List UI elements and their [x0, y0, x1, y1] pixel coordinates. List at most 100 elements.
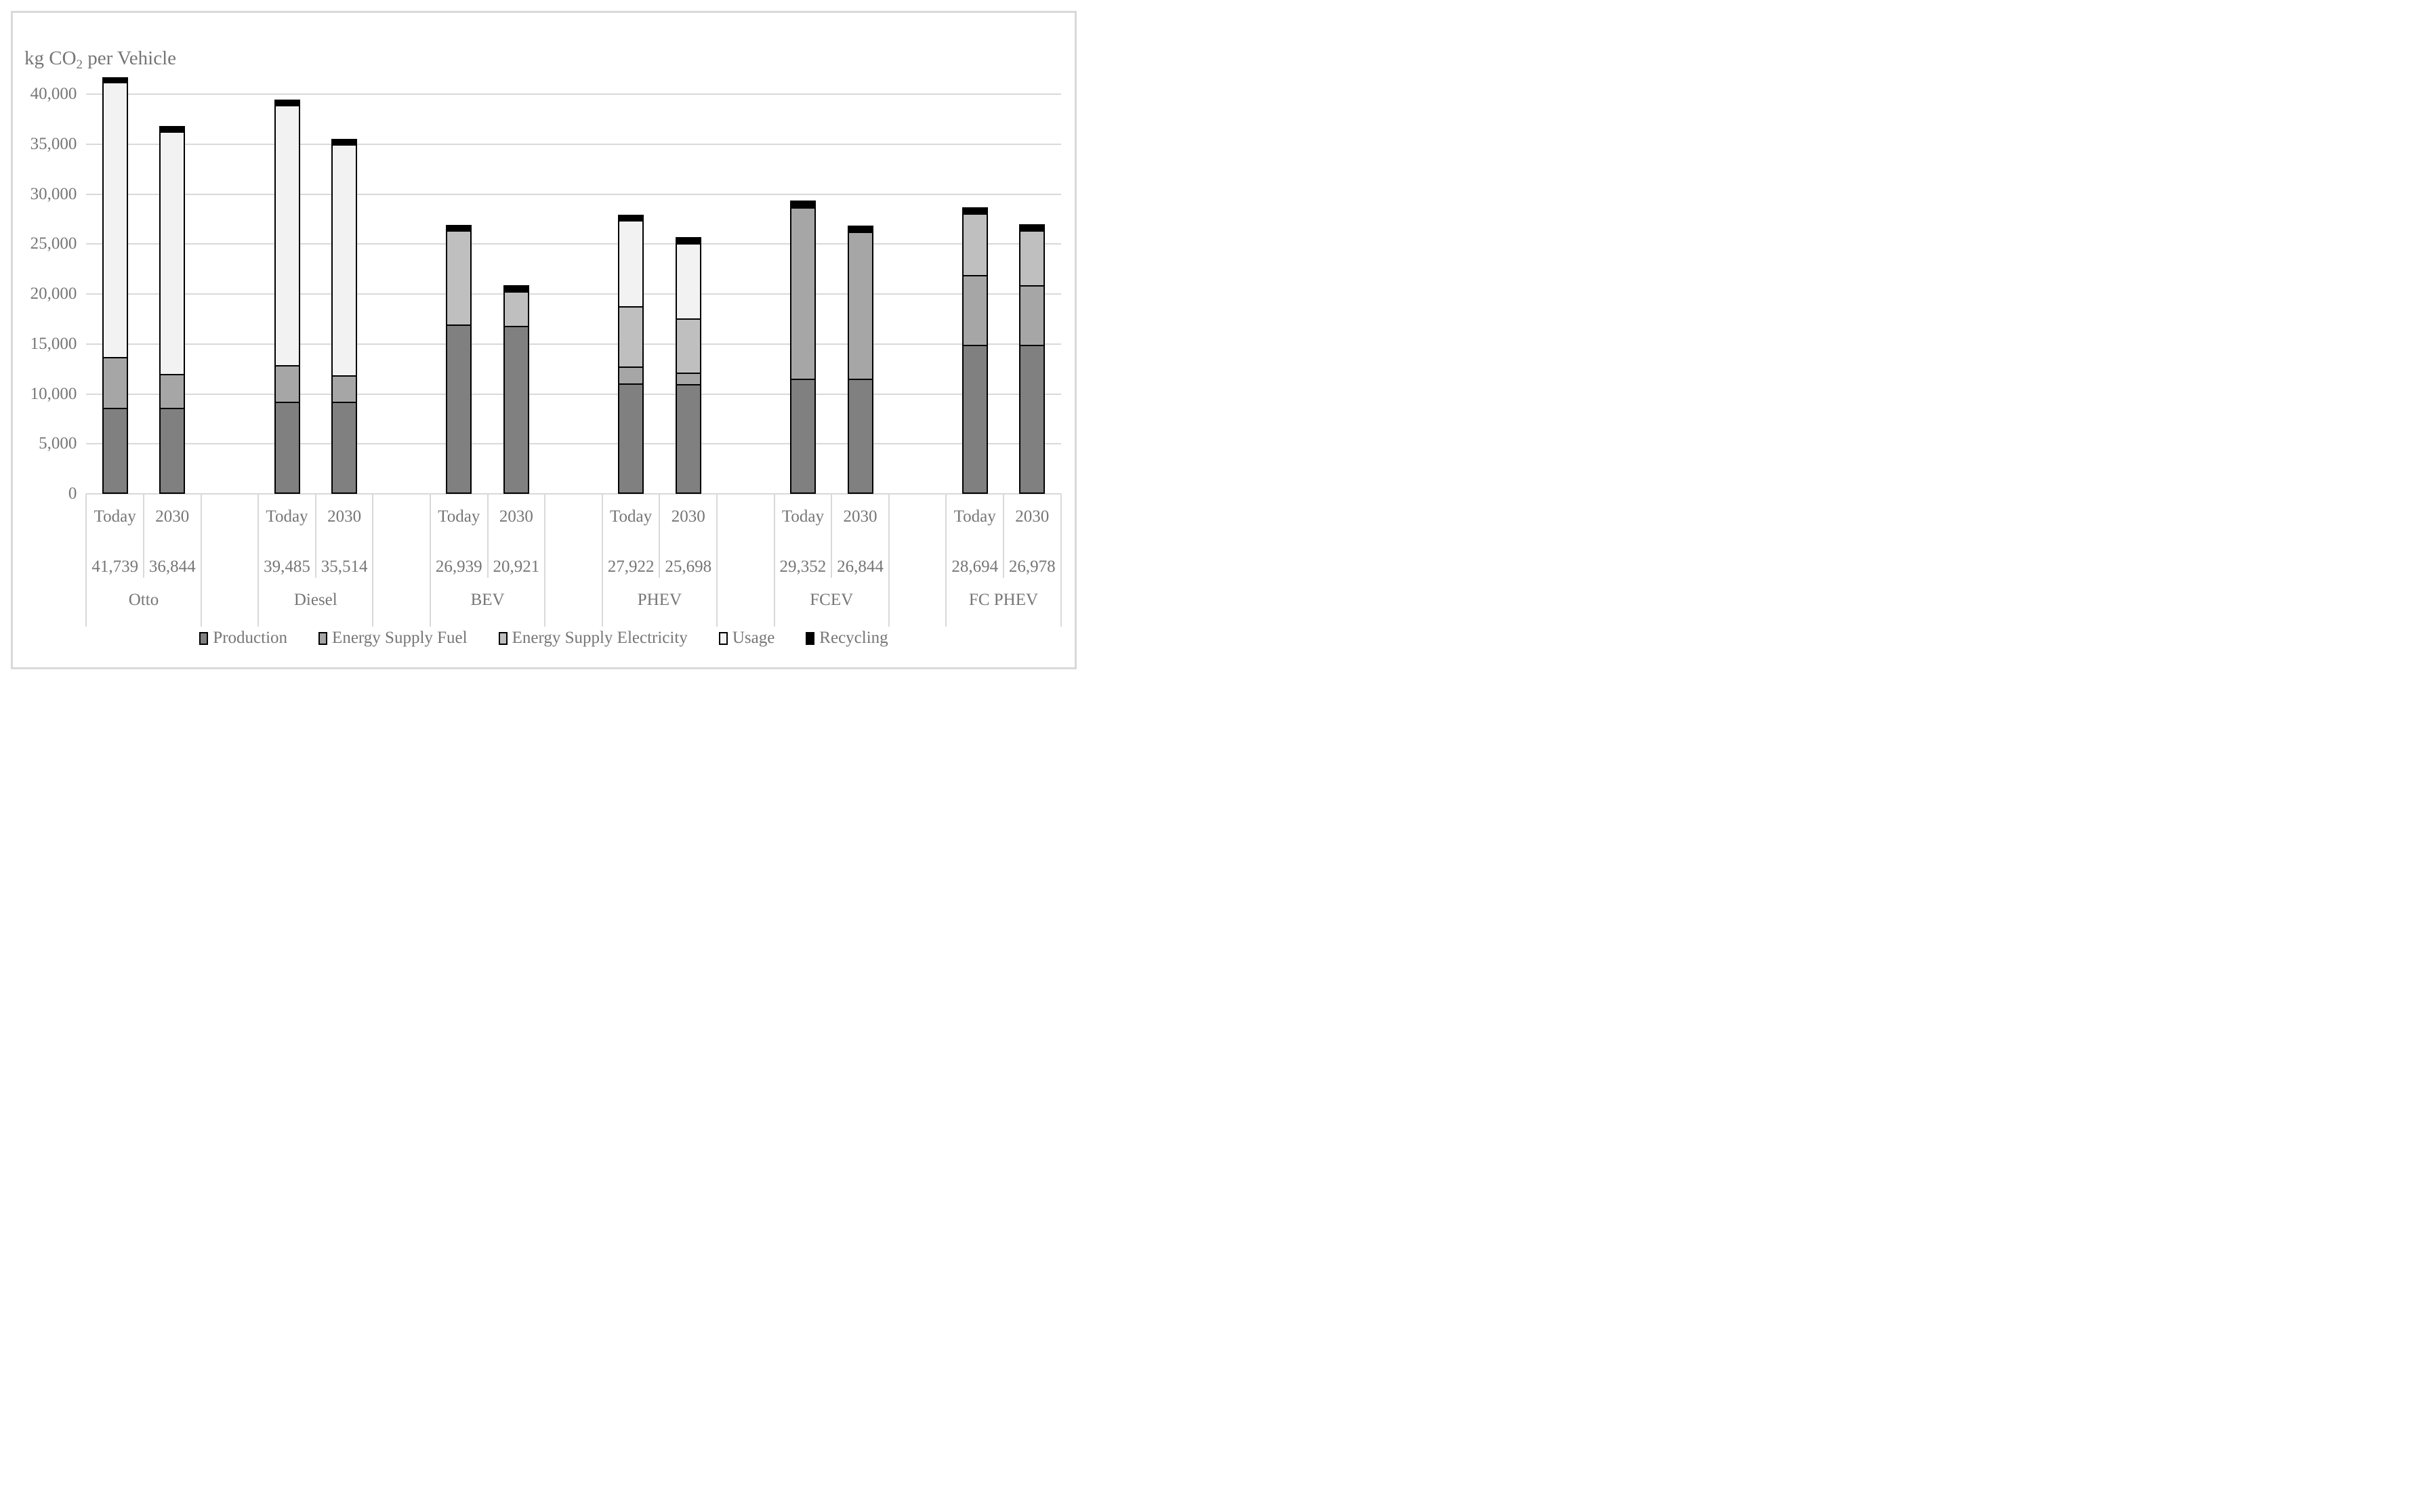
- chart-title-subscript: 2: [76, 58, 83, 72]
- bar-segment-electricity: [504, 291, 528, 326]
- y-axis-tick-label: 0: [68, 484, 77, 503]
- y-axis-tick-label: 20,000: [30, 285, 77, 303]
- bar-segment-recycling: [848, 227, 872, 232]
- legend-swatch-recycling: [806, 631, 815, 645]
- bar-segment-production: [619, 383, 643, 492]
- bar-segment-fuel: [676, 373, 700, 384]
- bar-total-label: 28,694: [951, 558, 999, 576]
- axis-period-label: Today: [610, 507, 653, 526]
- bar-segment-fuel: [963, 275, 987, 345]
- gridline-5000: [86, 443, 1061, 445]
- bar-segment-recycling: [791, 202, 814, 207]
- co2-per-vehicle-chart: kg CO2 per Vehicle 40,000 35,000 30,000 25,…: [0, 0, 1088, 680]
- axis-period-label: Today: [438, 507, 480, 526]
- bar-otto-2030: [159, 125, 186, 494]
- legend-swatch-electricity: [498, 631, 508, 645]
- chart-title-text-2: per Vehicle: [83, 47, 177, 69]
- bar-segment-recycling: [676, 238, 700, 244]
- legend-swatch-production: [199, 631, 209, 645]
- bar-segment-usage: [676, 243, 700, 319]
- y-axis-tick-label: 5,000: [39, 434, 77, 453]
- bar-segment-fuel: [1020, 285, 1044, 345]
- bar-segment-usage: [619, 220, 643, 306]
- bar-total-label: 35,514: [321, 558, 368, 576]
- y-axis-tick-label: 25,000: [30, 234, 77, 253]
- bar-segment-fuel: [161, 374, 184, 408]
- bar-phev-today: [618, 215, 644, 494]
- legend-label: Usage: [732, 629, 775, 647]
- bar-segment-production: [161, 407, 184, 492]
- bar-segment-recycling: [619, 216, 643, 221]
- bar-diesel-2030: [331, 139, 358, 494]
- y-axis-tick-label: 35,000: [30, 135, 77, 154]
- axis-period-label: 2030: [155, 507, 190, 526]
- bar-segment-electricity: [676, 318, 700, 373]
- axis-group-separator: [773, 494, 775, 627]
- plot-area: 40,000 35,000 30,000 25,000 20,000 15,000 10,0…: [0, 0, 1088, 680]
- axis-group-separator: [888, 494, 890, 627]
- axis-group-label-bev: BEV: [470, 591, 505, 609]
- legend-label: Production: [213, 629, 288, 647]
- legend-label: Energy Supply Fuel: [332, 629, 468, 647]
- gridline-15000: [86, 343, 1061, 345]
- axis-period-label: Today: [94, 507, 136, 526]
- bar-total-label: 26,978: [1008, 558, 1056, 576]
- axis-period-label: Today: [266, 507, 308, 526]
- bar-segment-production: [333, 402, 356, 492]
- bar-segment-fuel: [848, 232, 872, 379]
- bar-segment-electricity: [447, 230, 471, 325]
- axis-group-separator: [200, 494, 202, 627]
- legend-item-recycling: Recycling: [806, 629, 888, 648]
- bar-total-label: 39,485: [264, 558, 310, 576]
- axis-cell-separator: [659, 494, 661, 578]
- axis-group-separator: [85, 494, 87, 627]
- legend-label: Recycling: [819, 629, 888, 647]
- axis-group-separator: [601, 494, 603, 627]
- y-axis-tick-label: 15,000: [30, 334, 77, 353]
- axis-group-separator: [1060, 494, 1062, 627]
- bar-fcev-2030: [847, 226, 873, 494]
- bar-segment-usage: [161, 131, 184, 375]
- bar-segment-usage: [333, 144, 356, 375]
- axis-group-label-fc-phev: FC PHEV: [968, 591, 1039, 609]
- bar-fcev-today: [789, 201, 816, 494]
- bar-segment-production: [275, 402, 299, 492]
- bar-segment-recycling: [447, 226, 471, 230]
- bar-total-label: 26,844: [837, 558, 884, 576]
- bar-segment-recycling: [1020, 226, 1044, 231]
- bar-fc-phev-2030: [1019, 224, 1046, 494]
- y-axis-tick-label: 40,000: [30, 85, 77, 104]
- bar-fc-phev-today: [962, 207, 988, 494]
- bar-segment-recycling: [161, 127, 184, 131]
- axis-group-label-fcev: FCEV: [810, 591, 854, 609]
- bar-diesel-today: [274, 99, 300, 494]
- bar-total-label: 27,922: [607, 558, 655, 576]
- legend-label: Energy Supply Electricity: [512, 629, 688, 647]
- bar-segment-recycling: [504, 286, 528, 291]
- bar-segment-recycling: [103, 78, 127, 83]
- legend-item-electricity: Energy Supply Electricity: [498, 629, 688, 648]
- gridline-25000: [86, 243, 1061, 245]
- bar-segment-production: [676, 383, 700, 492]
- bar-total-label: 20,921: [493, 558, 540, 576]
- bar-total-label: 26,939: [435, 558, 482, 576]
- bar-segment-fuel: [103, 357, 127, 408]
- bar-segment-production: [103, 407, 127, 492]
- axis-group-label-diesel: Diesel: [293, 591, 337, 609]
- bar-segment-fuel: [619, 366, 643, 384]
- axis-period-label: Today: [781, 507, 824, 526]
- bar-total-label: 25,698: [665, 558, 712, 576]
- axis-period-label: 2030: [671, 507, 705, 526]
- gridline-30000: [86, 193, 1061, 195]
- legend-item-fuel: Energy Supply Fuel: [318, 629, 468, 648]
- axis-cell-separator: [314, 494, 316, 578]
- y-axis-tick-label: 30,000: [30, 184, 77, 203]
- bar-segment-production: [791, 378, 814, 492]
- bar-segment-recycling: [275, 100, 299, 105]
- bar-segment-production: [1020, 345, 1044, 492]
- legend-item-usage: Usage: [718, 629, 775, 648]
- legend-swatch-usage: [718, 631, 728, 645]
- axis-period-label: 2030: [327, 507, 362, 526]
- axis-period-label: 2030: [1015, 507, 1050, 526]
- legend: Production Energy Supply Fuel Energy Suppl…: [27, 629, 1060, 648]
